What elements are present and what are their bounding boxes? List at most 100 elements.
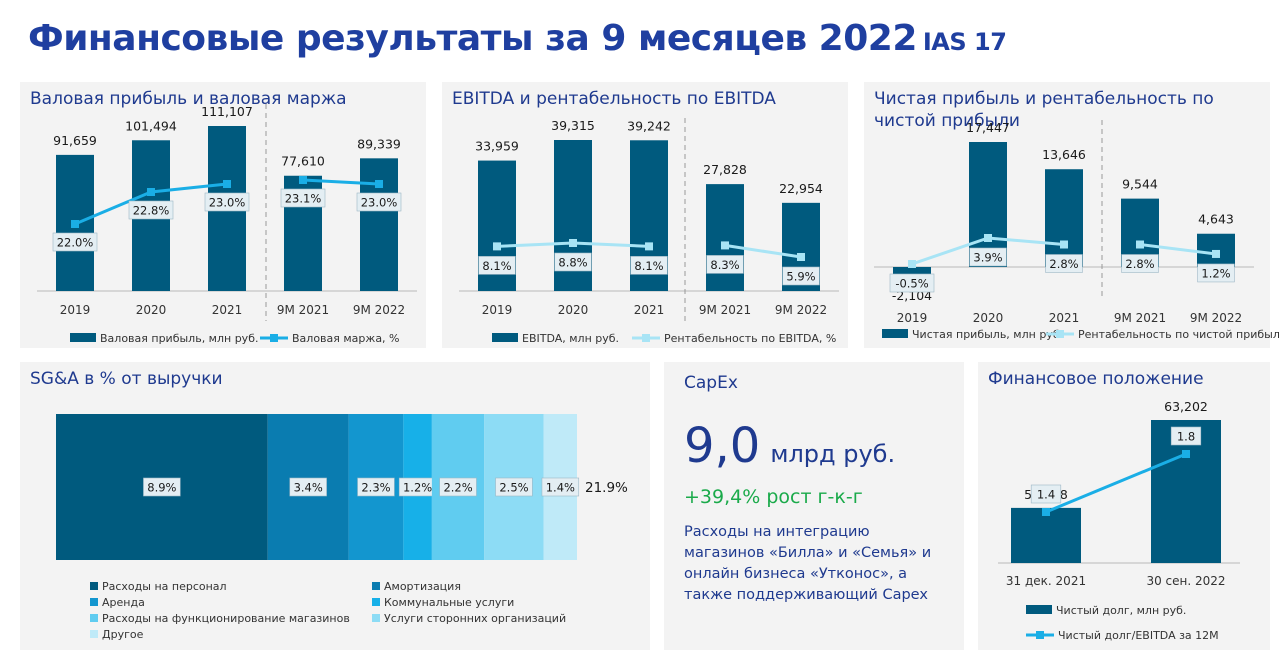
line-segment-1 (1139, 243, 1217, 256)
capex-number: 9,0 (684, 418, 761, 474)
sga-legend-label-1: Амортизация (384, 580, 461, 593)
line-value-label-0: 22.0% (57, 236, 94, 250)
bar-value-label-0: 33,959 (475, 139, 519, 154)
category-label-1: 2020 (136, 303, 167, 317)
line-value-label-0-box (889, 273, 935, 293)
legend-bars: Чистая прибыль, млн руб. (912, 328, 1063, 341)
line-value-label-3: 23.1% (285, 192, 322, 206)
line-value-label-0-box (52, 232, 98, 252)
line-value-label-0: -0.5% (895, 277, 928, 291)
line-value-label-4: 23.0% (361, 196, 398, 210)
line-point-1 (1182, 450, 1190, 458)
bar-value-label-4: 89,339 (357, 136, 401, 151)
capex-description: Расходы на интеграцию магазинов «Билла» … (684, 524, 932, 603)
category-label-4: 9M 2022 (353, 303, 405, 317)
line-point-3 (299, 176, 307, 184)
category-label-4: 9M 2022 (775, 303, 827, 317)
line-point-1 (147, 188, 155, 196)
sga-value-label-4-box (439, 477, 477, 497)
bar-value-label-2: 111,107 (201, 104, 253, 119)
line-value-label-0-box (478, 256, 516, 275)
bar-value-label-1: 101,494 (125, 118, 177, 133)
line-value-label-4-box (782, 266, 820, 286)
line-value-label-2: 2.8% (1049, 257, 1078, 271)
line-point-2 (1060, 240, 1068, 249)
category-label-1: 2020 (973, 311, 1004, 325)
line-value-label-1: 8.8% (558, 256, 587, 270)
page-title-suffix: IAS 17 (922, 28, 1007, 56)
category-label-2: 2021 (212, 303, 243, 317)
line-point-4 (797, 253, 805, 261)
line-value-label-3: 8.3% (710, 258, 739, 272)
bar-1 (969, 142, 1007, 267)
line-value-label-1: 22.8% (133, 204, 170, 218)
sga-legend-swatch-2 (90, 598, 98, 606)
category-label-3: 9M 2021 (699, 303, 751, 317)
category-label-3: 9M 2021 (1114, 311, 1166, 325)
line-value-label-1-box (128, 200, 174, 220)
line-value-label-1-box (969, 247, 1007, 267)
category-label-2: 2021 (634, 303, 665, 317)
line-value-label-3: 2.8% (1125, 257, 1154, 271)
sga-legend-swatch-1 (372, 582, 380, 590)
capex-value: 9,0 млрд руб. (684, 418, 895, 474)
ebitda-panel: EBITDA и рентабельность по EBITDA 33,959… (442, 82, 848, 348)
line-value-label-2-box (204, 192, 250, 212)
bar-value-label-2: 13,646 (1042, 147, 1086, 162)
line-value-label-3-box (706, 255, 744, 274)
bar-4 (360, 158, 398, 291)
sga-legend-label-2: Аренда (102, 596, 145, 609)
legend-line-swatch-marker (1056, 330, 1064, 338)
line-point-0 (908, 260, 916, 268)
bar-2 (1045, 169, 1083, 267)
bar-value-label-2: 39,242 (627, 118, 671, 133)
bar-0 (1011, 507, 1081, 563)
sga-value-label-3: 1.2% (403, 481, 432, 495)
sga-legend-label-4: Расходы на функционирование магазинов (102, 612, 350, 625)
sga-value-label-0-box (143, 477, 181, 497)
sga-panel: SG&A в % от выручки 8.9% 3.4% 2.3% 1.2% 2.2%… (20, 362, 650, 650)
line-point-4 (1212, 249, 1220, 258)
line-value-label-1-box (554, 252, 592, 272)
line-segment (1045, 452, 1187, 514)
sga-title: SG&A в % от выручки (30, 369, 223, 389)
sga-value-label-5-box (495, 477, 533, 497)
bar-value-label-1: 39,315 (551, 118, 595, 133)
sga-legend-label-6: Другое (102, 628, 144, 641)
line-value-label-1-box (1170, 426, 1202, 446)
sga-value-label-4: 2.2% (443, 481, 472, 495)
sga-value-label-1: 3.4% (294, 481, 323, 495)
line-value-label-0: 1.4 (1037, 488, 1055, 502)
line-value-label-3-box (280, 188, 326, 208)
legend-line-swatch-marker (1036, 631, 1044, 639)
category-label-0: 2019 (60, 303, 91, 317)
legend-line: Валовая маржа, % (292, 332, 400, 345)
line-point-4 (375, 180, 383, 188)
sga-legend-swatch-4 (90, 614, 98, 622)
line-point-3 (1136, 240, 1144, 249)
sga-legend-label-0: Расходы на персонал (102, 580, 227, 593)
line-point-0 (71, 220, 79, 228)
gross-profit-title: Валовая прибыль и валовая маржа (30, 89, 347, 109)
sga-value-label-0: 8.9% (147, 481, 176, 495)
page-title: Финансовые результаты за 9 месяцев 2022 I… (28, 18, 1007, 59)
legend-bars-swatch (882, 329, 908, 338)
gross-profit-panel: Валовая прибыль и валовая маржа 91,659 20… (20, 82, 426, 348)
legend-line-swatch-marker (642, 334, 650, 342)
line-value-label-3-box (1121, 254, 1159, 273)
legend-line: Рентабельность по чистой прибыли, % (1078, 328, 1280, 341)
category-label-2: 2021 (1049, 311, 1080, 325)
sga-total-label: 21.9% (585, 480, 628, 496)
bar-3 (706, 184, 744, 291)
sga-value-label-5: 2.5% (499, 481, 528, 495)
bar-value-label-4: 22,954 (779, 181, 823, 196)
category-label-3: 9M 2021 (277, 303, 329, 317)
line-value-label-1: 1.8 (1177, 430, 1195, 444)
line-point-2 (645, 242, 653, 251)
sga-value-label-2: 2.3% (361, 481, 390, 495)
category-label-1: 2020 (558, 303, 589, 317)
capex-panel: CapEx 9,0 млрд руб. +39,4% рост г-к-г Рас… (664, 362, 964, 650)
sga-value-label-6-box (541, 477, 580, 497)
sga-legend-swatch-5 (372, 614, 380, 622)
line-value-label-2-box (1045, 254, 1083, 273)
